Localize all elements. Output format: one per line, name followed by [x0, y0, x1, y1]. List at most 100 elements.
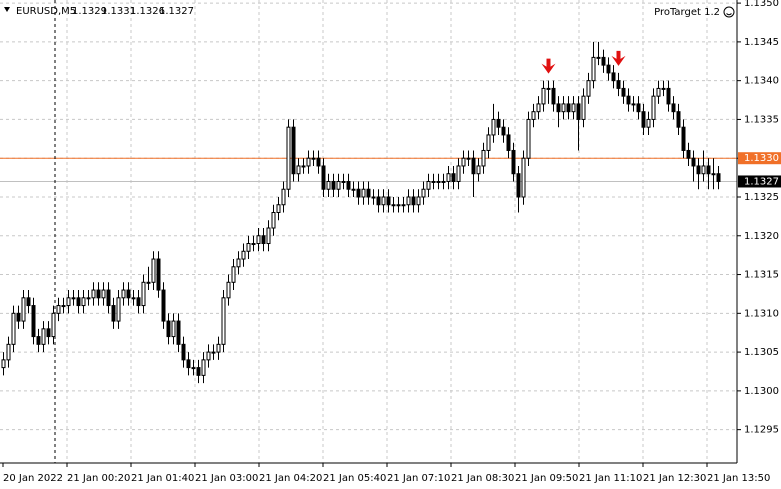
candle-body: [411, 196, 416, 206]
candle-body: [186, 359, 191, 369]
candle-body: [621, 87, 626, 97]
candle-body: [371, 196, 376, 199]
candle-body: [61, 305, 66, 308]
y-tick-label: 1.1315: [744, 270, 779, 281]
candle-body: [276, 204, 281, 213]
candle-body: [546, 87, 551, 90]
candle-body: [346, 180, 351, 190]
candle-body: [351, 188, 356, 191]
candle-body: [56, 305, 61, 314]
candle-body: [661, 87, 666, 90]
candle-body: [6, 343, 11, 361]
x-tick-label: 21 Jan 00:20: [67, 473, 130, 484]
candle-body: [231, 266, 236, 283]
candle-body: [361, 188, 366, 198]
candle-body: [271, 211, 276, 229]
candle-body: [336, 180, 341, 190]
candle-body: [691, 157, 696, 167]
candle-body: [601, 56, 606, 66]
candle-body: [451, 173, 456, 182]
x-tick-label: 21 Jan 05:40: [323, 473, 386, 484]
candle-body: [16, 312, 21, 322]
header-price: 1.1329: [72, 6, 107, 17]
candle-body: [441, 180, 446, 183]
candle-body: [76, 297, 81, 307]
candle-body: [166, 320, 171, 338]
candle-body: [596, 56, 601, 59]
candle-body: [206, 351, 211, 361]
candle-body: [256, 235, 261, 245]
candle-body: [561, 103, 566, 113]
candle-body: [631, 103, 636, 106]
x-tick-label: 21 Jan 07:10: [387, 473, 450, 484]
candle-body: [96, 289, 101, 299]
candle-body: [456, 165, 461, 182]
candle-body: [236, 258, 241, 268]
candle-body: [541, 87, 546, 105]
candle-body: [551, 87, 556, 105]
candle-body: [356, 188, 361, 198]
x-tick-label: 21 Jan 03:00: [195, 473, 258, 484]
candle-body: [616, 80, 621, 89]
menu-triangle[interactable]: [4, 7, 10, 12]
candle-body: [291, 126, 296, 175]
candle-body: [316, 157, 321, 167]
bid-price-box: [738, 175, 781, 188]
candle-body: [41, 328, 46, 345]
header-price: 1.1331: [101, 6, 136, 17]
candle-body: [101, 289, 106, 299]
candle-body: [526, 118, 531, 159]
x-tick-label: 21 Jan 08:30: [451, 473, 514, 484]
candle-body: [591, 56, 596, 82]
candle-body: [481, 149, 486, 167]
candle-body: [91, 289, 96, 299]
candle-body: [366, 188, 371, 198]
candle-body: [461, 157, 466, 167]
candle-body: [226, 281, 231, 299]
candle-body: [671, 103, 676, 113]
candle-body: [641, 111, 646, 128]
candle-body: [211, 351, 216, 354]
candle-body: [506, 134, 511, 151]
candle-body: [241, 250, 246, 260]
candle-body: [676, 111, 681, 128]
symbol: EURUSD,M5: [16, 6, 76, 17]
header-price: 1.1326: [130, 6, 165, 17]
candle-body: [421, 188, 426, 198]
candle-body: [146, 281, 151, 284]
candle-body: [686, 149, 691, 159]
candle-body: [266, 227, 271, 245]
candle-body: [26, 297, 31, 307]
candle-body: [406, 196, 411, 206]
candle-body: [171, 320, 176, 338]
bid-price-label: 1.1327: [744, 176, 779, 187]
candle-body: [296, 165, 301, 175]
candle-body: [156, 258, 161, 291]
candle-body: [656, 87, 661, 97]
y-tick-label: 1.1335: [744, 114, 779, 125]
level-price-label: 1.1330: [744, 153, 779, 164]
y-tick-label: 1.1325: [744, 192, 779, 203]
candle-body: [36, 336, 41, 345]
candle-body: [611, 72, 616, 82]
indicator-name: ProTarget 1.2: [654, 7, 720, 18]
candle-body: [636, 103, 641, 113]
candle-body: [696, 165, 701, 175]
candle-body: [151, 258, 156, 283]
y-tick-label: 1.1340: [744, 76, 779, 87]
candle-body: [306, 157, 311, 167]
x-tick-label: 21 Jan 09:50: [515, 473, 578, 484]
candle-body: [521, 157, 526, 198]
indicator-icon[interactable]: [723, 6, 735, 18]
candle-body: [126, 289, 131, 299]
candle-body: [51, 312, 56, 338]
candle-body: [556, 103, 561, 113]
candle-body: [201, 359, 206, 376]
level-price-box: [738, 152, 781, 165]
candle-body: [116, 297, 121, 322]
candle-body: [21, 297, 26, 322]
candles: [1, 41, 721, 384]
candle-body: [181, 343, 186, 361]
